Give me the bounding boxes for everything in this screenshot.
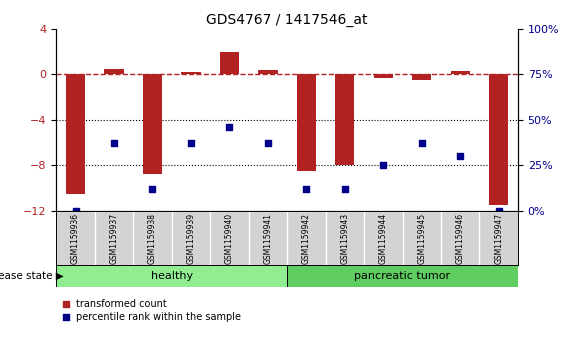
Text: GSM1159944: GSM1159944 xyxy=(379,213,388,264)
Point xyxy=(148,186,157,192)
Point xyxy=(263,140,272,146)
Bar xyxy=(297,74,316,171)
FancyBboxPatch shape xyxy=(56,265,287,287)
Title: GDS4767 / 1417546_at: GDS4767 / 1417546_at xyxy=(207,13,368,26)
Bar xyxy=(181,72,200,74)
Bar xyxy=(104,69,124,74)
Text: GSM1159936: GSM1159936 xyxy=(71,213,80,264)
Point xyxy=(109,140,118,146)
Point xyxy=(417,140,426,146)
Text: GSM1159942: GSM1159942 xyxy=(302,213,311,264)
Text: GSM1159947: GSM1159947 xyxy=(494,213,503,264)
Point xyxy=(455,153,464,159)
Text: GSM1159946: GSM1159946 xyxy=(456,213,464,264)
Text: GSM1159942: GSM1159942 xyxy=(302,213,311,264)
Point xyxy=(302,186,311,192)
FancyBboxPatch shape xyxy=(287,265,518,287)
Text: GSM1159946: GSM1159946 xyxy=(456,213,464,264)
Point xyxy=(71,208,80,213)
Bar xyxy=(489,74,508,205)
Text: GSM1159937: GSM1159937 xyxy=(110,213,118,264)
Bar xyxy=(258,70,278,74)
Text: GSM1159938: GSM1159938 xyxy=(148,213,157,264)
Text: GSM1159937: GSM1159937 xyxy=(110,213,118,264)
Text: GSM1159941: GSM1159941 xyxy=(263,213,272,264)
Text: GSM1159941: GSM1159941 xyxy=(263,213,272,264)
Text: GSM1159945: GSM1159945 xyxy=(417,213,426,264)
Point xyxy=(225,124,234,130)
Text: GSM1159943: GSM1159943 xyxy=(341,213,349,264)
Point xyxy=(379,162,388,168)
Point xyxy=(494,208,503,213)
Text: GSM1159943: GSM1159943 xyxy=(341,213,349,264)
Bar xyxy=(450,71,470,74)
Text: GSM1159940: GSM1159940 xyxy=(225,213,234,264)
Legend: transformed count, percentile rank within the sample: transformed count, percentile rank withi… xyxy=(61,299,241,322)
Text: GSM1159939: GSM1159939 xyxy=(186,213,195,264)
Text: GSM1159940: GSM1159940 xyxy=(225,213,234,264)
Text: GSM1159944: GSM1159944 xyxy=(379,213,388,264)
Bar xyxy=(66,74,85,193)
Text: GSM1159939: GSM1159939 xyxy=(186,213,195,264)
Bar xyxy=(335,74,355,165)
Point xyxy=(340,186,349,192)
Text: GSM1159947: GSM1159947 xyxy=(494,213,503,264)
Text: GSM1159945: GSM1159945 xyxy=(417,213,426,264)
Text: healthy: healthy xyxy=(151,271,193,281)
Text: GSM1159938: GSM1159938 xyxy=(148,213,157,264)
Point xyxy=(186,140,195,146)
Text: GSM1159936: GSM1159936 xyxy=(71,213,80,264)
Bar xyxy=(143,74,162,174)
Bar xyxy=(412,74,431,80)
Text: pancreatic tumor: pancreatic tumor xyxy=(355,271,450,281)
Text: disease state ▶: disease state ▶ xyxy=(0,271,64,281)
Bar xyxy=(374,74,393,78)
Bar xyxy=(220,52,239,74)
